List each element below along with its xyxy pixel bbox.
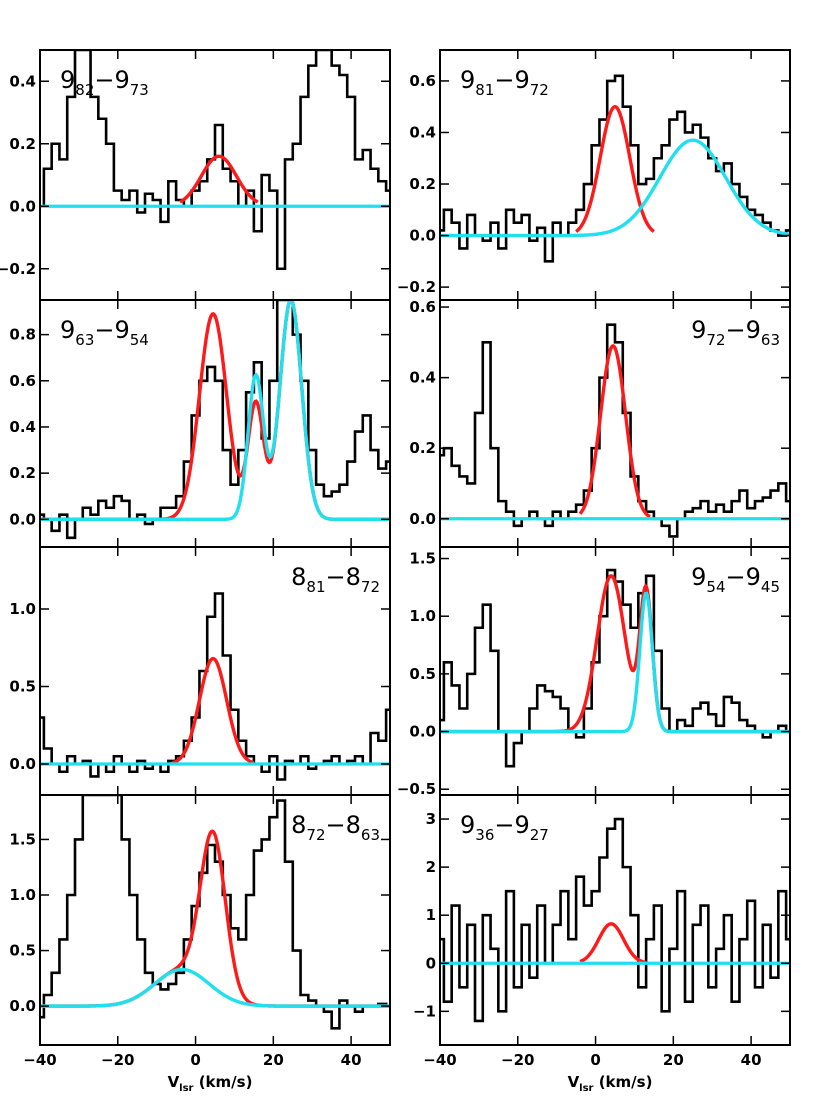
panel-9_82-9_73: −0.2 0.0 0.2 0.4 982−973 (0, 49, 391, 301)
panel-frame (439, 794, 791, 1046)
observed-spectrum (40, 592, 390, 781)
y-tick-label: 0.5 (9, 942, 36, 960)
y-tick-label: −1 (413, 1002, 436, 1020)
x-tick-label: −20 (101, 1051, 134, 1069)
observed-spectrum (40, 300, 390, 540)
y-tick-label: −0.2 (397, 278, 436, 296)
y-tick-label: 0.5 (409, 665, 436, 683)
y-tick-label: 0.2 (9, 135, 36, 153)
y-tick-label: 0.4 (9, 418, 36, 436)
panel-title: 982−973 (60, 66, 149, 99)
panel-title: 963−954 (60, 316, 149, 349)
y-tick-label: 1.0 (9, 886, 36, 904)
y-tick-label: 1.5 (9, 830, 36, 848)
observed-spectrum (40, 50, 390, 271)
panel-9_63-9_54: 0.0 0.2 0.4 0.6 0.8 963−954 (9, 299, 391, 548)
y-tick-label: 0.4 (9, 72, 36, 90)
x-tick-label: −40 (23, 1051, 56, 1069)
plot-area (40, 50, 390, 271)
panel-title: 936−927 (460, 811, 549, 844)
x-tick-label: 20 (263, 1051, 284, 1069)
total-fit-curve (179, 154, 259, 204)
panel-9_72-9_63: 0.0 0.2 0.4 0.6 972−963 (409, 298, 791, 548)
y-tick-label: 0.0 (9, 197, 36, 215)
panel-title: 881−872 (291, 563, 380, 596)
x-tick-label: 40 (741, 1051, 762, 1069)
total-fit-curve (440, 574, 790, 734)
y-tick-label: 0.6 (409, 298, 436, 316)
y-tick-label: 1.0 (409, 607, 436, 625)
x-tick-label: −20 (501, 1051, 534, 1069)
y-tick-label: 0.0 (409, 510, 436, 528)
y-tick-label: 1.0 (9, 600, 36, 618)
panel-frame (39, 794, 391, 1046)
plot-area (40, 795, 390, 1030)
component-fit-curve (40, 300, 390, 521)
component-fit-curve (440, 138, 790, 238)
y-tick-label: −0.2 (0, 260, 36, 278)
panel-9_81-9_72: −0.2 0.0 0.2 0.4 0.6 981−972 (397, 49, 791, 301)
y-tick-label: 0.2 (9, 464, 36, 482)
panel-9_36-9_27: −1 0 1 2 3 −40 −20 0 20 40 936−927 Vlsr (km/s) (413, 794, 791, 1094)
panel-8_72-8_63: 0.0 0.5 1.0 1.5 −40 −20 0 20 40 872−863 Vlsr (km/s… (9, 794, 391, 1094)
plot-area (440, 817, 790, 1023)
x-axis-label: Vlsr (km/s) (568, 1073, 653, 1094)
y-tick-label: 1.5 (409, 550, 436, 568)
total-fit-curve (575, 104, 655, 233)
y-tick-label: 3 (426, 810, 436, 828)
y-tick-label: 1 (426, 906, 436, 924)
y-tick-label: 0.0 (9, 755, 36, 773)
plot-area (440, 323, 790, 538)
y-tick-label: 0.2 (409, 175, 436, 193)
plot-area (440, 74, 790, 263)
y-tick-label: 0.5 (9, 678, 36, 696)
y-tick-label: 0.4 (409, 369, 436, 387)
observed-spectrum (40, 795, 390, 1030)
y-tick-label: 0.6 (409, 72, 436, 90)
observed-spectrum (440, 74, 790, 263)
y-tick-label: 0.2 (409, 439, 436, 457)
panel-title: 972−963 (691, 316, 780, 349)
y-tick-label: −0.5 (397, 780, 436, 798)
x-tick-label: 0 (190, 1051, 200, 1069)
y-tick-label: 2 (426, 858, 436, 876)
panel-8_81-8_72: 0.0 0.5 1.0 881−872 (9, 546, 391, 796)
y-tick-label: 0.0 (9, 997, 36, 1015)
panel-title: 954−945 (691, 563, 780, 596)
component-fit-curve (440, 591, 790, 734)
y-tick-label: 0.8 (9, 326, 36, 344)
plot-area (440, 568, 790, 768)
component-fit-curve (40, 967, 390, 1008)
panel-title: 981−972 (460, 66, 549, 99)
y-tick-label: 0.6 (9, 372, 36, 390)
panel-9_54-9_45: −0.5 0.0 0.5 1.0 1.5 954−945 (397, 546, 791, 798)
panel-title: 872−863 (291, 811, 380, 844)
y-tick-label: 0.0 (409, 723, 436, 741)
observed-spectrum (440, 817, 790, 1023)
observed-spectrum (440, 568, 790, 768)
total-fit-curve (171, 656, 255, 765)
x-axis-label: Vlsr (km/s) (168, 1073, 253, 1094)
plot-area (40, 300, 390, 540)
y-tick-label: 0.0 (409, 227, 436, 245)
x-tick-label: 0 (590, 1051, 600, 1069)
y-tick-label: 0.0 (9, 510, 36, 528)
plot-area (40, 592, 390, 781)
observed-spectrum (440, 323, 790, 538)
x-tick-label: −40 (423, 1051, 456, 1069)
y-tick-label: 0.4 (409, 123, 436, 141)
x-tick-label: 20 (663, 1051, 684, 1069)
total-fit-curve (578, 344, 651, 519)
y-tick-label: 0 (426, 954, 436, 972)
x-tick-label: 40 (341, 1051, 362, 1069)
total-fit-curve (579, 922, 647, 965)
